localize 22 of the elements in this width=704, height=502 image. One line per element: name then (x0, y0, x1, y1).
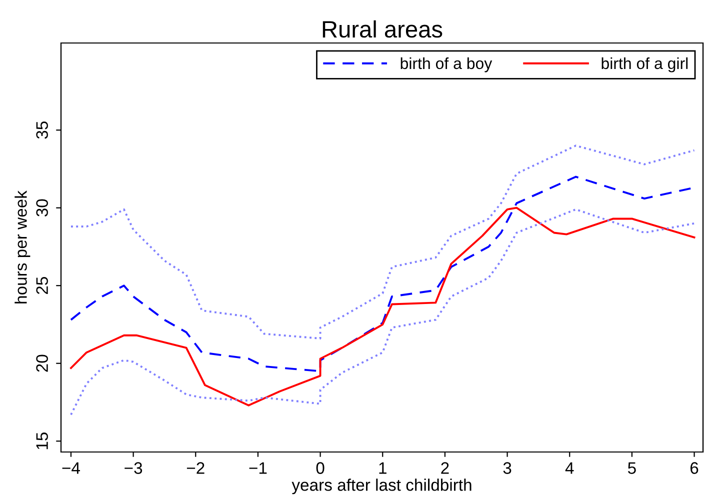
x-tick-label: −2 (186, 462, 204, 474)
y-tick-label: 35 (36, 122, 48, 139)
x-tick-label: −3 (124, 462, 142, 474)
y-tick-label: 25 (36, 277, 48, 294)
y-tick-label: 20 (36, 354, 48, 372)
x-tick-label: −1 (249, 462, 267, 474)
x-tick-label: 0 (316, 462, 324, 474)
x-tick-label: 3 (503, 462, 512, 474)
y-tick-label: 15 (36, 432, 48, 450)
x-tick-label: 6 (690, 462, 698, 474)
x-tick-label: 2 (441, 462, 449, 474)
x-tick-label: 5 (628, 462, 636, 474)
y-tick-label: 30 (36, 199, 48, 216)
x-tick-label: 4 (565, 462, 574, 474)
x-axis-title: years after last childbirth (292, 478, 472, 494)
x-tick-label: −4 (62, 462, 80, 474)
legend-label: birth of a boy (400, 57, 492, 72)
chart-title: Rural areas (322, 20, 442, 38)
y-axis-title: hours per week (14, 190, 30, 304)
legend-label: birth of a girl (602, 57, 688, 72)
line-series (70, 144, 696, 340)
x-tick-label: 1 (379, 462, 386, 474)
